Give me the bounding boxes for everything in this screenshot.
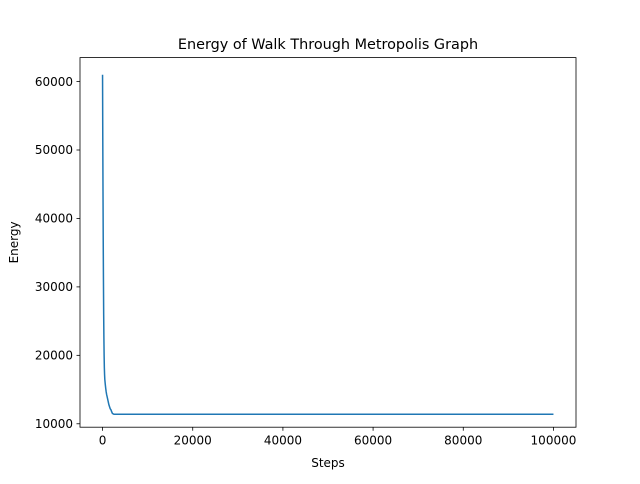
x-axis-label: Steps (311, 456, 345, 470)
y-axis-label: Energy (7, 221, 21, 263)
x-tick-label: 80000 (444, 434, 482, 448)
x-tick-label: 40000 (264, 434, 302, 448)
y-tick-label: 20000 (35, 349, 73, 363)
x-tick-label: 60000 (354, 434, 392, 448)
y-tick-label: 10000 (35, 417, 73, 431)
y-tick-label: 50000 (35, 143, 73, 157)
x-axis: 0 20000 40000 60000 80000 100000 (99, 427, 577, 448)
chart-title: Energy of Walk Through Metropolis Graph (178, 37, 478, 53)
x-tick-label: 0 (99, 434, 107, 448)
series-line-0 (101, 74, 554, 415)
y-tick-label: 60000 (35, 75, 73, 89)
x-tick-label: 100000 (531, 434, 577, 448)
y-tick-label: 40000 (35, 212, 73, 226)
plot-frame (79, 57, 577, 428)
plot-layer (101, 74, 554, 415)
x-tick-label: 20000 (174, 434, 212, 448)
y-tick-label: 30000 (35, 280, 73, 294)
y-axis: 10000 20000 30000 40000 50000 60000 (35, 75, 80, 431)
